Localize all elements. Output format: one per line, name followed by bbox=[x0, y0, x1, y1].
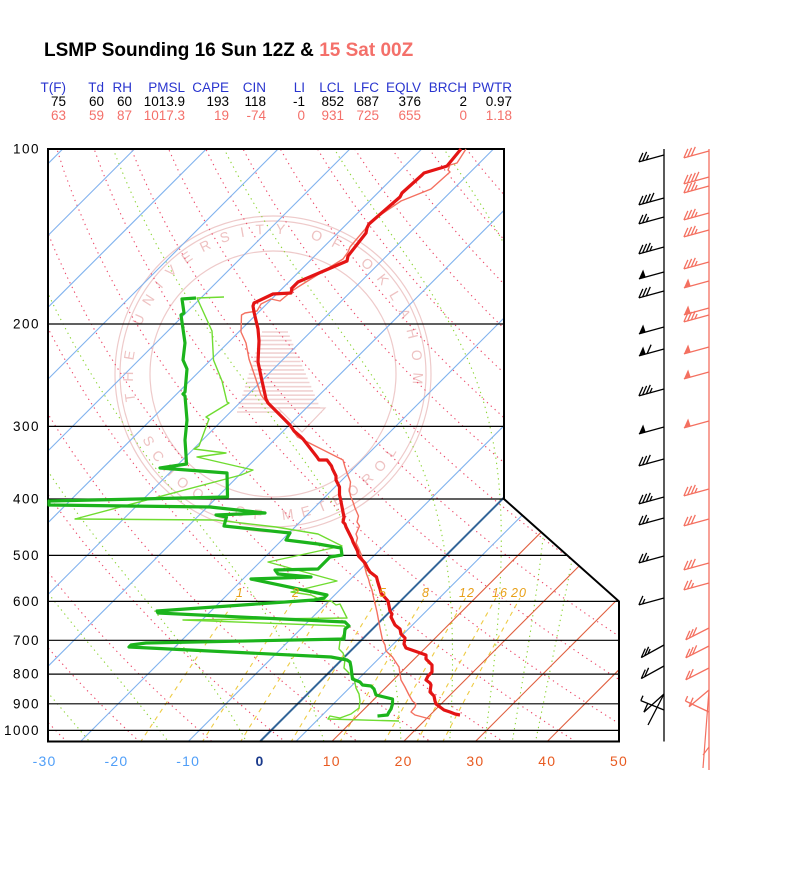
svg-text:60: 60 bbox=[89, 94, 104, 109]
svg-text:687: 687 bbox=[356, 94, 379, 109]
svg-text:193: 193 bbox=[206, 94, 229, 109]
svg-text:100: 100 bbox=[13, 142, 40, 157]
svg-text:655: 655 bbox=[398, 108, 421, 123]
svg-text:852: 852 bbox=[321, 94, 344, 109]
svg-text:1000: 1000 bbox=[4, 723, 40, 738]
svg-text:0: 0 bbox=[256, 753, 265, 769]
svg-text:30: 30 bbox=[466, 753, 484, 769]
svg-text:900: 900 bbox=[13, 696, 40, 711]
svg-text:2: 2 bbox=[291, 586, 300, 600]
svg-text:1: 1 bbox=[236, 586, 244, 600]
svg-text:8: 8 bbox=[422, 586, 430, 600]
svg-text:BRCH: BRCH bbox=[429, 80, 467, 95]
svg-text:12: 12 bbox=[459, 586, 475, 600]
svg-text:CIN: CIN bbox=[243, 80, 266, 95]
svg-text:LFC: LFC bbox=[353, 80, 379, 95]
svg-text:-10: -10 bbox=[176, 753, 200, 769]
svg-text:EQLV: EQLV bbox=[386, 80, 421, 95]
svg-text:Td: Td bbox=[88, 80, 104, 95]
svg-text:40: 40 bbox=[538, 753, 556, 769]
svg-text:725: 725 bbox=[356, 108, 379, 123]
svg-text:5: 5 bbox=[379, 586, 387, 600]
svg-text:300: 300 bbox=[13, 419, 40, 434]
svg-text:-20: -20 bbox=[104, 753, 128, 769]
svg-text:118: 118 bbox=[244, 94, 266, 109]
svg-text:931: 931 bbox=[321, 108, 344, 123]
svg-text:59: 59 bbox=[89, 108, 104, 123]
svg-text:60: 60 bbox=[117, 94, 132, 109]
svg-text:63: 63 bbox=[51, 108, 66, 123]
svg-text:-30: -30 bbox=[33, 753, 57, 769]
svg-text:500: 500 bbox=[13, 548, 40, 563]
svg-text:87: 87 bbox=[117, 108, 132, 123]
svg-text:LCL: LCL bbox=[319, 80, 344, 95]
svg-text:376: 376 bbox=[398, 94, 421, 109]
svg-text:0: 0 bbox=[297, 108, 305, 123]
svg-text:200: 200 bbox=[13, 317, 40, 332]
svg-text:0: 0 bbox=[459, 108, 467, 123]
svg-text:600: 600 bbox=[13, 594, 40, 609]
svg-text:400: 400 bbox=[13, 492, 40, 507]
svg-text:50: 50 bbox=[610, 753, 628, 769]
svg-text:-74: -74 bbox=[246, 108, 266, 123]
svg-text:700: 700 bbox=[13, 633, 40, 648]
svg-text:LI: LI bbox=[294, 80, 305, 95]
svg-text:CAPE: CAPE bbox=[192, 80, 229, 95]
svg-text:20: 20 bbox=[510, 586, 527, 600]
svg-text:19: 19 bbox=[214, 108, 229, 123]
svg-text:75: 75 bbox=[51, 94, 66, 109]
svg-text:16: 16 bbox=[492, 586, 508, 600]
svg-text:10: 10 bbox=[323, 753, 341, 769]
svg-text:RH: RH bbox=[113, 80, 133, 95]
svg-text:2: 2 bbox=[459, 94, 467, 109]
svg-text:-1: -1 bbox=[293, 94, 305, 109]
svg-text:1017.3: 1017.3 bbox=[144, 108, 185, 123]
svg-text:PWTR: PWTR bbox=[472, 80, 512, 95]
svg-text:1.18: 1.18 bbox=[486, 108, 512, 123]
svg-text:0.97: 0.97 bbox=[486, 94, 512, 109]
svg-text:1013.9: 1013.9 bbox=[144, 94, 185, 109]
svg-text:20: 20 bbox=[395, 753, 413, 769]
svg-text:T(F): T(F) bbox=[41, 80, 66, 95]
svg-text:800: 800 bbox=[13, 667, 40, 682]
svg-text:LSMP Sounding 16 Sun 12Z & 15: LSMP Sounding 16 Sun 12Z & 15 Sat 00Z bbox=[44, 40, 414, 61]
svg-text:PMSL: PMSL bbox=[148, 80, 185, 95]
